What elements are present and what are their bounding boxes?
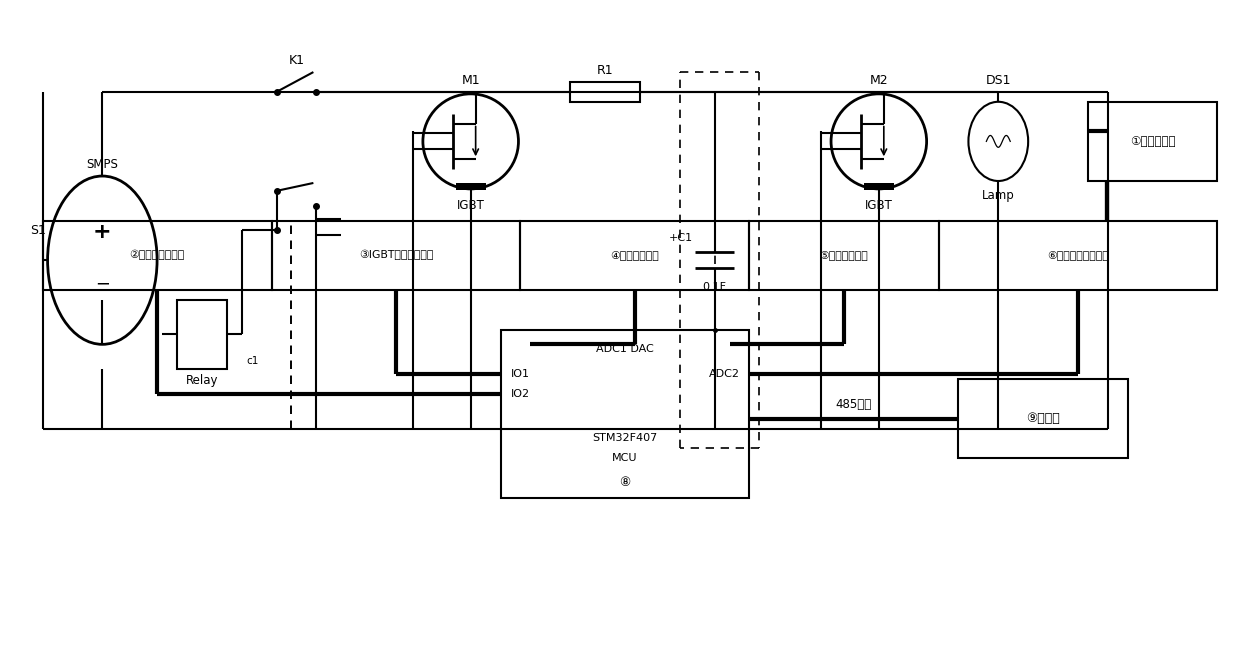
Bar xyxy=(749,221,939,290)
Text: 485总线: 485总线 xyxy=(836,397,872,411)
Bar xyxy=(1087,101,1218,181)
Text: +C1: +C1 xyxy=(668,233,693,243)
Text: ⑧: ⑧ xyxy=(619,476,631,490)
Text: M1: M1 xyxy=(461,74,480,87)
Bar xyxy=(864,183,894,190)
Bar xyxy=(939,221,1218,290)
Text: STM32F407: STM32F407 xyxy=(593,434,657,444)
Text: +: + xyxy=(93,223,112,243)
Text: R1: R1 xyxy=(596,64,614,77)
Text: ①光电传感器: ①光电传感器 xyxy=(1130,135,1176,148)
Text: SMPS: SMPS xyxy=(87,158,118,171)
Text: ⑤恒光驱动电路: ⑤恒光驱动电路 xyxy=(820,250,868,260)
Text: 0.1F: 0.1F xyxy=(703,282,727,292)
Text: IGBT: IGBT xyxy=(864,199,893,212)
Bar xyxy=(521,221,749,290)
Bar xyxy=(272,221,521,290)
Text: ③IGBT开关驱动电路: ③IGBT开关驱动电路 xyxy=(358,250,433,260)
Text: IGBT: IGBT xyxy=(456,199,485,212)
Text: K1: K1 xyxy=(289,54,305,67)
Text: ADC2: ADC2 xyxy=(708,369,739,379)
Text: c1: c1 xyxy=(247,356,259,366)
Text: S1: S1 xyxy=(30,224,46,237)
Text: ⑥光强信号采集电路: ⑥光强信号采集电路 xyxy=(1047,250,1109,260)
Text: Lamp: Lamp xyxy=(982,189,1014,202)
Text: Relay: Relay xyxy=(186,374,218,387)
Text: ─: ─ xyxy=(97,276,108,294)
Text: IO2: IO2 xyxy=(511,389,529,399)
Text: DS1: DS1 xyxy=(986,74,1011,87)
Text: IO1: IO1 xyxy=(511,369,529,379)
Bar xyxy=(42,221,272,290)
Bar xyxy=(177,300,227,369)
Text: MCU: MCU xyxy=(613,453,637,463)
Text: ④电压采集电路: ④电压采集电路 xyxy=(610,250,660,260)
Text: ②继电器驱动电路: ②继电器驱动电路 xyxy=(129,250,185,260)
Text: ADC1 DAC: ADC1 DAC xyxy=(596,345,653,355)
Bar xyxy=(570,82,640,101)
Text: M2: M2 xyxy=(869,74,888,87)
Bar xyxy=(456,183,486,190)
Bar xyxy=(501,330,749,498)
Text: ⑨计算机: ⑨计算机 xyxy=(1027,412,1060,425)
Bar xyxy=(959,379,1127,458)
